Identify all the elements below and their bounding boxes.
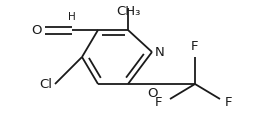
- Text: O: O: [31, 23, 42, 37]
- Text: F: F: [155, 95, 162, 109]
- Text: H: H: [68, 12, 76, 22]
- Text: F: F: [191, 40, 199, 53]
- Text: N: N: [155, 46, 165, 58]
- Text: F: F: [225, 95, 232, 109]
- Text: CH₃: CH₃: [116, 5, 140, 18]
- Text: Cl: Cl: [39, 77, 52, 91]
- Text: O: O: [147, 87, 157, 100]
